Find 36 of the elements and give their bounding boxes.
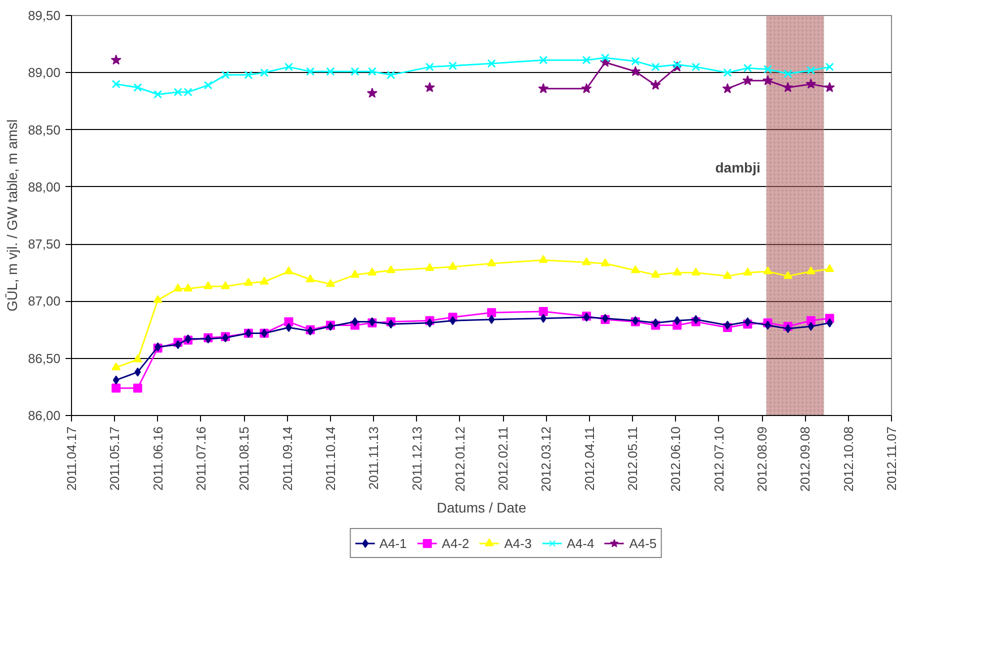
y-tick-label: 86,00 bbox=[28, 408, 61, 423]
y-tick-label: 89,50 bbox=[28, 8, 61, 23]
x-tick-label: 2012.04.11 bbox=[582, 426, 597, 491]
x-tick-label: 2011.10.14 bbox=[322, 426, 338, 491]
x-axis-title: Datums / Date bbox=[436, 500, 526, 516]
x-tick-label: 2012.08.09 bbox=[754, 426, 770, 492]
x-tick-label: 2012.03.12 bbox=[538, 426, 554, 492]
y-tick-label: 87,00 bbox=[28, 294, 61, 309]
legend-label: A4-3 bbox=[504, 536, 532, 550]
x-tick-label: 2011.09.14 bbox=[280, 426, 295, 491]
y-tick-label: 89,00 bbox=[28, 65, 61, 80]
x-tick-label: 2011.08.15 bbox=[236, 426, 252, 491]
y-tick-label: 88,50 bbox=[28, 122, 61, 138]
legend-label: A4-5 bbox=[629, 536, 657, 550]
legend-label: A4-2 bbox=[442, 536, 470, 550]
x-tick-label: 2012.06.10 bbox=[668, 426, 684, 492]
x-tick-label: 2011.06.16 bbox=[150, 426, 166, 491]
x-tick-label: 2012.02.11 bbox=[496, 426, 511, 491]
x-tick-label: 2012.07.10 bbox=[711, 426, 726, 492]
y-tick-label: 86,50 bbox=[28, 350, 61, 366]
legend-label: A4-1 bbox=[379, 536, 407, 550]
x-tick-label: 2012.09.08 bbox=[798, 426, 813, 492]
x-tick-label: 2012.11.07 bbox=[884, 426, 899, 491]
x-tick-label: 2011.07.16 bbox=[193, 426, 208, 491]
y-tick-label: 88,00 bbox=[28, 179, 61, 194]
x-tick-label: 2012.01.12 bbox=[452, 426, 468, 492]
x-tick-label: 2012.10.08 bbox=[840, 426, 856, 492]
x-tick-label: 2011.04.17 bbox=[64, 426, 79, 491]
band-label: dambji bbox=[715, 160, 760, 176]
legend-label: A4-4 bbox=[566, 536, 594, 550]
y-tick-label: 87,50 bbox=[28, 236, 61, 252]
x-tick-label: 2012.05.11 bbox=[625, 426, 640, 491]
x-tick-label: 2011.12.13 bbox=[409, 426, 424, 491]
x-tick-label: 2011.11.13 bbox=[366, 426, 382, 490]
y-axis-title: GŪL, m vjl. / GW table, m amsl bbox=[4, 119, 20, 312]
x-tick-label: 2011.05.17 bbox=[107, 426, 122, 491]
